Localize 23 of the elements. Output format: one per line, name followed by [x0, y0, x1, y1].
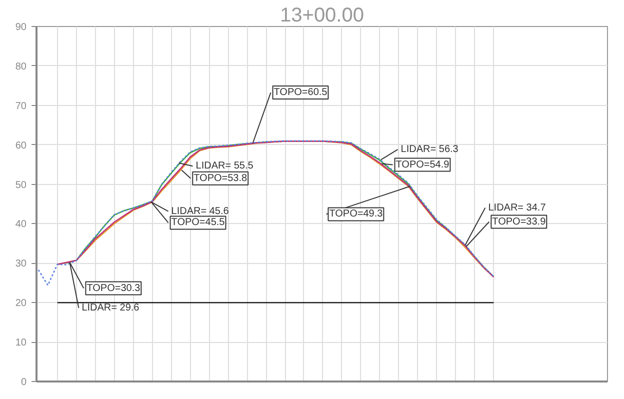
y-tick-label: 40 [15, 219, 27, 230]
annotation: TOPO=60.5 [274, 87, 328, 98]
annotation: LIDAR= 45.6 [171, 206, 230, 217]
y-tick-label: 30 [15, 258, 27, 270]
chart-title: 13+00.00 [280, 4, 364, 26]
annotation: TOPO=30.3 [86, 282, 141, 294]
annotation: TOPO=49.3 [329, 208, 384, 220]
annotation: TOPO=54.9 [396, 159, 450, 170]
annotation: LIDAR= 29.6 [82, 302, 140, 314]
y-tick-label: 50 [15, 180, 27, 191]
annotation: LIDAR= 56.3 [400, 144, 459, 155]
annotation: TOPO=33.9 [492, 216, 546, 228]
annotation: LIDAR= 55.5 [196, 160, 254, 172]
y-tick-label: 60 [15, 140, 27, 152]
y-tick-label: 80 [15, 61, 27, 72]
annotation: LIDAR= 34.7 [488, 202, 546, 214]
y-tick-label: 10 [15, 338, 27, 349]
y-tick-label: 0 [20, 377, 27, 388]
annotation: TOPO=45.5 [171, 217, 226, 228]
annotation: TOPO=53.8 [194, 172, 248, 184]
y-tick-label: 20 [15, 298, 27, 310]
y-tick-label: 70 [15, 100, 27, 112]
y-tick-label: 90 [15, 22, 27, 33]
